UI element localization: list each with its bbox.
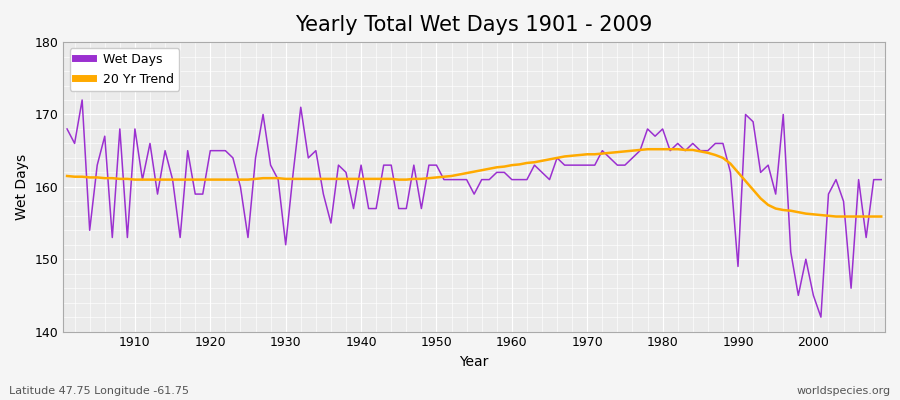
- Line: Wet Days: Wet Days: [68, 100, 881, 317]
- 20 Yr Trend: [288, 176, 299, 181]
- 20 Yr Trend: [507, 163, 517, 168]
- 20 Yr Trend: [122, 176, 133, 181]
- Wet Days: [295, 105, 306, 110]
- Wet Days: [340, 170, 351, 175]
- Title: Yearly Total Wet Days 1901 - 2009: Yearly Total Wet Days 1901 - 2009: [295, 15, 652, 35]
- Wet Days: [815, 315, 826, 320]
- Wet Days: [876, 177, 886, 182]
- Wet Days: [605, 156, 616, 160]
- Wet Days: [514, 177, 525, 182]
- Legend: Wet Days, 20 Yr Trend: Wet Days, 20 Yr Trend: [69, 48, 179, 91]
- Text: worldspecies.org: worldspecies.org: [796, 386, 891, 396]
- Wet Days: [76, 98, 87, 102]
- 20 Yr Trend: [333, 176, 344, 181]
- Wet Days: [507, 177, 517, 182]
- Text: Latitude 47.75 Longitude -61.75: Latitude 47.75 Longitude -61.75: [9, 386, 189, 396]
- Wet Days: [130, 126, 140, 131]
- Wet Days: [62, 126, 73, 131]
- 20 Yr Trend: [876, 214, 886, 219]
- Line: 20 Yr Trend: 20 Yr Trend: [68, 149, 881, 216]
- 20 Yr Trend: [597, 151, 608, 156]
- 20 Yr Trend: [62, 174, 73, 178]
- 20 Yr Trend: [642, 147, 652, 152]
- X-axis label: Year: Year: [460, 355, 489, 369]
- 20 Yr Trend: [831, 214, 842, 219]
- Y-axis label: Wet Days: Wet Days: [15, 154, 29, 220]
- 20 Yr Trend: [499, 164, 509, 169]
